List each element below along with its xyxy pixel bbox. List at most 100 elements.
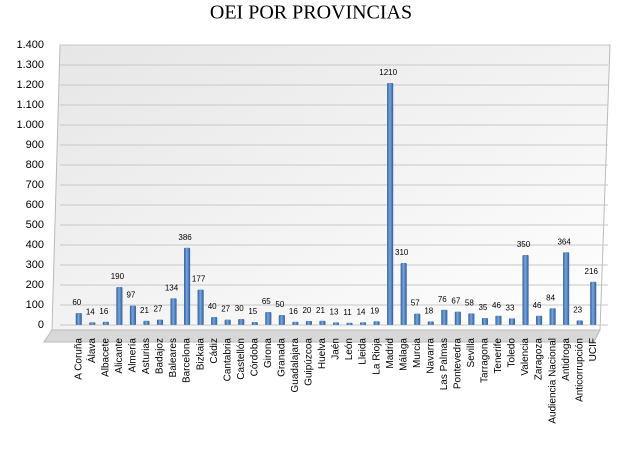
- y-tick-label: 200: [26, 279, 44, 291]
- y-tick-label: 700: [26, 179, 44, 191]
- data-label: 19: [370, 306, 379, 315]
- bar: [211, 317, 218, 325]
- x-tick-label: Guadalajara: [290, 338, 301, 393]
- y-tick-label: 100: [26, 299, 44, 311]
- x-tick-label: Álava: [85, 338, 98, 363]
- data-label: 57: [411, 299, 420, 308]
- y-tick-label: 1.200: [16, 79, 44, 91]
- bar: [481, 318, 488, 325]
- data-label: 16: [289, 307, 298, 316]
- x-tick-label: Guipúzcoa: [304, 338, 315, 386]
- bar: [319, 320, 326, 325]
- data-label: 33: [506, 304, 515, 313]
- x-tick-label: Las Palmas: [439, 338, 450, 390]
- data-label: 46: [492, 301, 501, 310]
- bar: [305, 321, 312, 325]
- chart-title: OEI POR PROVINCIAS: [210, 2, 412, 24]
- data-label: 177: [192, 275, 206, 284]
- bar: [373, 321, 380, 325]
- x-tick-label: Pontevedra: [452, 338, 463, 390]
- bar: [549, 308, 556, 325]
- bar: [75, 313, 82, 325]
- x-tick-label: Almería: [128, 338, 139, 373]
- bar: [346, 322, 353, 325]
- bar: [387, 83, 394, 325]
- x-tick-label: Audiencia Nacional: [547, 338, 558, 424]
- x-tick-label: Sevilla: [466, 338, 477, 368]
- x-tick-label: Cantabria: [222, 338, 233, 382]
- data-label: 60: [72, 298, 81, 307]
- bar: [116, 287, 123, 325]
- x-tick-label: Anticorrupción: [574, 338, 585, 402]
- x-tick-label: León: [344, 338, 355, 360]
- data-label: 21: [316, 306, 325, 315]
- y-tick-label: 400: [26, 239, 44, 251]
- x-tick-label: Córdoba: [249, 338, 260, 377]
- y-tick-label: 0: [38, 319, 44, 331]
- x-tick-label: Badajoz: [155, 338, 166, 374]
- data-label: 50: [275, 300, 284, 309]
- x-tick-label: A Coruña: [73, 338, 84, 380]
- bar: [143, 320, 150, 325]
- bar: [441, 309, 448, 325]
- data-label: 386: [178, 233, 192, 242]
- y-tick-label: 1.000: [16, 119, 44, 131]
- x-tick-label: Asturias: [141, 338, 152, 374]
- bar: [197, 289, 204, 325]
- data-label: 23: [573, 306, 582, 315]
- data-label: 1210: [379, 68, 397, 77]
- y-tick-label: 800: [26, 159, 44, 171]
- bar: [129, 305, 136, 325]
- bar: [332, 322, 340, 325]
- bar: [89, 322, 96, 325]
- x-tick-label: Antidroga: [561, 338, 572, 381]
- bar: [590, 281, 597, 325]
- data-label: 364: [557, 237, 571, 246]
- data-label: 216: [585, 267, 599, 276]
- x-tick-label: Tarragona: [480, 338, 491, 383]
- y-tick-label: 1.400: [16, 39, 44, 51]
- data-label: 58: [465, 299, 474, 308]
- bar: [400, 263, 407, 325]
- bar: [224, 319, 231, 325]
- data-label: 18: [424, 307, 433, 316]
- bar: [292, 321, 299, 325]
- data-label: 190: [111, 272, 125, 281]
- bar: [102, 321, 109, 325]
- x-tick-label: Bizkaia: [195, 338, 206, 371]
- data-label: 14: [357, 307, 366, 316]
- bar: [522, 255, 529, 325]
- bar: [251, 322, 258, 325]
- x-tick-label: Huelva: [317, 338, 328, 370]
- data-label: 97: [126, 291, 135, 300]
- x-tick-label: Girona: [263, 338, 274, 368]
- data-label: 65: [262, 297, 271, 306]
- x-tick-label: Granada: [276, 338, 287, 377]
- y-tick-label: 300: [26, 259, 44, 271]
- x-tick-label: Málaga: [398, 338, 409, 371]
- data-label: 11: [343, 308, 352, 317]
- x-tick-label: UCIF: [588, 338, 599, 361]
- data-label: 13: [330, 308, 339, 317]
- data-label: 21: [140, 306, 149, 315]
- data-label: 15: [248, 307, 257, 316]
- data-label: 76: [438, 295, 447, 304]
- data-label: 350: [517, 240, 531, 249]
- y-tick-label: 1.300: [16, 59, 44, 71]
- bar: [265, 312, 272, 325]
- data-label: 46: [533, 301, 542, 310]
- bar: [563, 252, 570, 325]
- x-tick-label: Zaragoza: [534, 338, 545, 381]
- bar: [238, 319, 245, 325]
- y-tick-label: 900: [26, 139, 44, 151]
- bar: [184, 247, 191, 325]
- bar: [576, 320, 583, 325]
- x-tick-label: Jaén: [331, 338, 342, 360]
- data-label: 27: [221, 305, 230, 314]
- data-label: 134: [165, 283, 179, 292]
- data-label: 20: [302, 306, 311, 315]
- x-tick-label: Navarra: [425, 338, 436, 374]
- data-label: 40: [208, 302, 217, 311]
- data-label: 84: [546, 293, 555, 302]
